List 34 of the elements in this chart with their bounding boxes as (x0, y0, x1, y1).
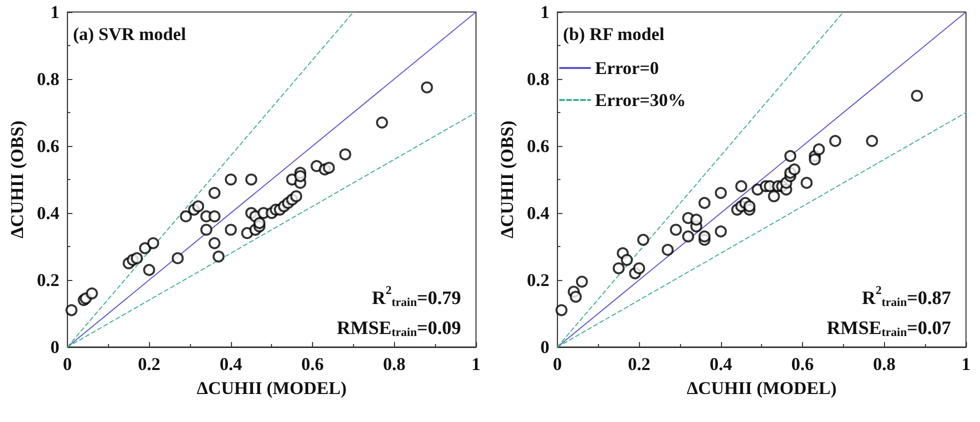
x-tick-label: 0.4 (710, 354, 732, 374)
x-tick-label: 0.6 (301, 354, 324, 374)
x-tick-label: 0.6 (791, 354, 814, 374)
y-tick-label: 0 (50, 337, 60, 357)
legend-label: Error=30% (595, 90, 686, 110)
y-tick-label: 1 (50, 2, 60, 22)
text: (b) RF model (563, 24, 664, 44)
x-axis-title: ΔCUHII (MODEL) (686, 378, 837, 398)
legend-label: Error=0 (595, 58, 659, 78)
x-tick-label: 0 (62, 354, 72, 374)
x-tick-label: 0.4 (220, 354, 242, 374)
x-tick-label: 1 (472, 354, 480, 374)
y-tick-label: 0.2 (36, 270, 60, 290)
y-axis-title: ΔCUHII (OBS) (497, 120, 517, 238)
x-tick-label: 1 (962, 354, 970, 374)
y-tick-label: 0.6 (36, 136, 60, 156)
y-tick-label: 0.4 (526, 203, 550, 223)
x-tick-label: 0.8 (383, 354, 406, 374)
y-tick-label: 0.6 (526, 136, 550, 156)
annotation: RMSEtrain=0.07 (826, 318, 952, 339)
y-tick-label: 1 (540, 2, 550, 22)
x-tick-label: 0.2 (138, 354, 160, 374)
x-tick-label: 0.8 (873, 354, 896, 374)
y-tick-label: 0.8 (36, 69, 60, 89)
y-tick-label: 0.2 (526, 270, 550, 290)
x-tick-label: 0 (552, 354, 562, 374)
text: (a) SVR model (73, 24, 186, 44)
y-tick-label: 0.4 (36, 203, 60, 223)
x-axis-title: ΔCUHII (MODEL) (196, 378, 347, 398)
x-tick-label: 0.2 (628, 354, 650, 374)
y-tick-label: 0.8 (526, 69, 550, 89)
y-axis-title: ΔCUHII (OBS) (7, 120, 27, 238)
annotation: RMSEtrain=0.09 (336, 318, 461, 339)
y-tick-label: 0 (540, 337, 550, 357)
